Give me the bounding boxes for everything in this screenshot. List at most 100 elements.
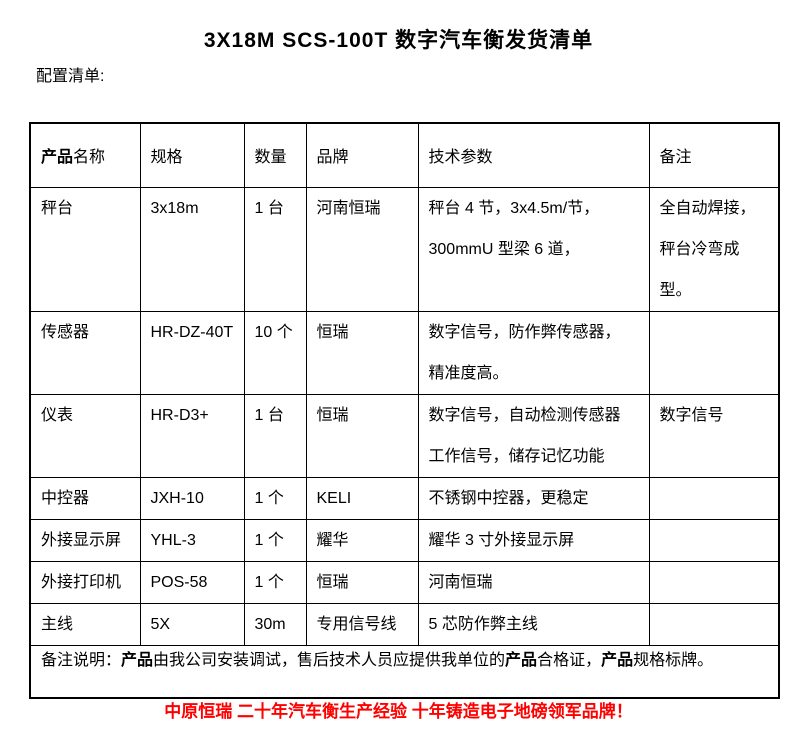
cell-brand: 河南恒瑞 [305, 186, 419, 312]
col-header-spec: 规格 [139, 122, 245, 188]
cell-line: 仪表 [41, 406, 74, 424]
cell-spec: POS-58 [139, 560, 245, 604]
col-header-tech: 技术参数 [417, 122, 650, 188]
cell-qty: 1 个 [243, 476, 307, 520]
cell-qty: 1 个 [243, 560, 307, 604]
cell-note [648, 476, 780, 520]
cell-line: HR-D3+ [150, 406, 209, 424]
cell-line: 中控器 [41, 489, 90, 507]
cell-line: 全自动焊接， [659, 199, 756, 217]
cell-spec: 5X [139, 602, 245, 646]
cell-line: 传感器 [41, 323, 90, 341]
text-segment: 备注说明： [41, 651, 122, 669]
cell-line: 300mmU 型梁 6 道， [428, 240, 580, 258]
cell-qty: 10 个 [243, 310, 307, 395]
cell-product: 主线 [29, 602, 141, 646]
cell-line: HR-DZ-40T [150, 323, 234, 341]
cell-line: 恒瑞 [316, 406, 349, 424]
remarks-note: 备注说明：产品由我公司安装调试，售后技术人员应提供我单位的产品合格证，产品规格标… [29, 644, 780, 699]
cell-brand: 恒瑞 [305, 560, 419, 604]
cell-brand: 耀华 [305, 518, 419, 562]
text-segment: 合格证， [537, 651, 602, 669]
cell-note [648, 518, 780, 562]
cell-tech: 5 芯防作弊主线 [417, 602, 650, 646]
cell-tech: 秤台 4 节，3x4.5m/节， 300mmU 型梁 6 道， [417, 186, 650, 312]
cell-note [648, 602, 780, 646]
cell-tech: 数字信号，自动检测传感器 工作信号，储存记忆功能 [417, 393, 650, 478]
cell-line: 秤台冷弯成 [659, 240, 740, 258]
cell-line: 1 台 [254, 406, 284, 424]
text-segment: 规格标牌。 [633, 651, 714, 669]
col-header-qty: 数量 [243, 122, 307, 188]
bold-text-segment: 产品 [601, 651, 634, 669]
brand-slogan: 中原恒瑞 二十年汽车衡生产经验 十年铸造电子地磅领军品牌！ [164, 702, 633, 721]
cell-line: 外接打印机 [41, 573, 122, 591]
cell-line: 型。 [659, 281, 692, 299]
cell-product: 传感器 [29, 310, 141, 395]
cell-line: 5X [150, 615, 171, 633]
cell-line: 精准度高。 [428, 364, 509, 382]
cell-line: 1 个 [254, 531, 284, 549]
table-row: 外接打印机 POS-58 1 个 恒瑞 河南恒瑞 [29, 560, 780, 604]
table-header-row: 产品名称 规格 数量 品牌 技术参数 备注 [29, 122, 780, 188]
cell-tech: 河南恒瑞 [417, 560, 650, 604]
text-segment: 品牌 [316, 149, 349, 167]
cell-line: 3x18m [150, 199, 199, 217]
cell-spec: JXH-10 [139, 476, 245, 520]
cell-line: 外接显示屏 [41, 531, 122, 549]
table-row: 中控器 JXH-10 1 个 KELI 不锈钢中控器，更稳定 [29, 476, 780, 520]
cell-qty: 30m [243, 602, 307, 646]
cell-product: 仪表 [29, 393, 141, 478]
cell-line: 秤台 [41, 199, 74, 217]
table-row: 主线 5X 30m 专用信号线 5 芯防作弊主线 [29, 602, 780, 646]
table-row: 仪表 HR-D3+ 1 台 恒瑞 数字信号，自动检测传感器 工作信号，储存记忆功能 数字信号 [29, 393, 780, 478]
cell-line: 恒瑞 [316, 323, 349, 341]
bold-text-segment: 产品 [121, 651, 154, 669]
cell-line: POS-58 [150, 573, 208, 591]
cell-brand: 恒瑞 [305, 310, 419, 395]
text-segment: 规格 [150, 149, 183, 167]
cell-line: 数字信号，防作弊传感器， [428, 323, 621, 341]
cell-note [648, 310, 780, 395]
cell-spec: HR-DZ-40T [139, 310, 245, 395]
cell-line: 10 个 [254, 323, 293, 341]
cell-tech: 耀华 3 寸外接显示屏 [417, 518, 650, 562]
cell-line: 河南恒瑞 [316, 199, 381, 217]
cell-line: 数字信号，自动检测传感器 [428, 406, 621, 424]
cell-line: 恒瑞 [316, 573, 349, 591]
text-segment: 技术参数 [428, 149, 493, 167]
col-header-product: 产品名称 [29, 122, 141, 188]
table-head: 产品名称 规格 数量 品牌 技术参数 备注 [29, 122, 780, 188]
text-segment: 由我公司安装调试，售后技术人员应提供我单位的 [153, 651, 506, 669]
cell-product: 外接显示屏 [29, 518, 141, 562]
cell-line: 不锈钢中控器，更稳定 [428, 489, 589, 507]
cell-line: 1 个 [254, 573, 284, 591]
text-segment: 数量 [254, 149, 287, 167]
bold-text-segment: 产品 [505, 651, 538, 669]
cell-line: 耀华 [316, 531, 349, 549]
cell-tech: 不锈钢中控器，更稳定 [417, 476, 650, 520]
cell-qty: 1 个 [243, 518, 307, 562]
cell-line: KELI [316, 489, 352, 507]
cell-line: 专用信号线 [316, 615, 397, 633]
cell-note [648, 560, 780, 604]
cell-line: 数字信号 [659, 406, 724, 424]
bold-text-segment: 产品 [41, 149, 74, 167]
cell-line: JXH-10 [150, 489, 204, 507]
cell-product: 外接打印机 [29, 560, 141, 604]
cell-spec: 3x18m [139, 186, 245, 312]
cell-line: 河南恒瑞 [428, 573, 493, 591]
cell-product: 秤台 [29, 186, 141, 312]
cell-tech: 数字信号，防作弊传感器， 精准度高。 [417, 310, 650, 395]
cell-spec: HR-D3+ [139, 393, 245, 478]
cell-note: 全自动焊接， 秤台冷弯成型。 [648, 186, 780, 312]
cell-qty: 1 台 [243, 393, 307, 478]
cell-note: 数字信号 [648, 393, 780, 478]
cell-qty: 1 台 [243, 186, 307, 312]
table-note-row: 备注说明：产品由我公司安装调试，售后技术人员应提供我单位的产品合格证，产品规格标… [29, 644, 780, 699]
cell-line: 30m [254, 615, 286, 633]
cell-brand: 专用信号线 [305, 602, 419, 646]
table-body: 秤台 3x18m 1 台河南恒瑞 秤台 4 节，3x4.5m/节， 300mmU 型梁 … [29, 186, 780, 699]
cell-line: 1 个 [254, 489, 284, 507]
